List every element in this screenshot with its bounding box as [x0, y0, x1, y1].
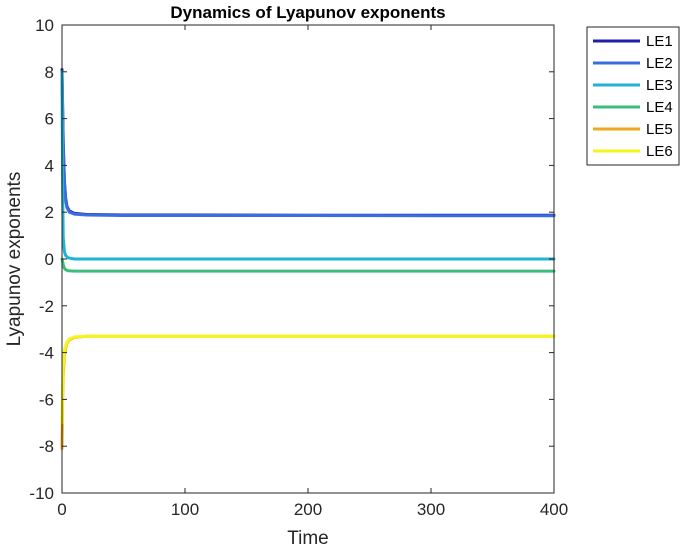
legend-label-le2: LE2 [646, 55, 673, 72]
legend-label-le6: LE6 [646, 143, 673, 160]
legend-box [586, 26, 680, 166]
y-tick-label: -8 [39, 437, 54, 456]
series-line-le4 [60, 257, 556, 273]
legend-label-le1: LE1 [646, 33, 673, 50]
legend-label-le3: LE3 [646, 77, 673, 94]
y-tick-label: 0 [45, 250, 54, 269]
y-axis-title: Lyapunov exponents [4, 172, 25, 347]
series-line-le1 [60, 67, 556, 217]
y-tick-label: -2 [39, 297, 54, 316]
x-tick-label: 100 [171, 500, 199, 519]
legend-items: LE1 LE2 LE3 LE4 LE5 LE6 [593, 33, 673, 160]
y-tick-label: -10 [29, 484, 54, 503]
y-tick-label: 10 [35, 16, 54, 35]
y-tick-label: -4 [39, 344, 54, 363]
y-tick-label: 6 [45, 110, 54, 129]
x-tick-label: 400 [540, 500, 568, 519]
series-line-le3 [60, 70, 556, 261]
y-tick-label: 8 [45, 63, 54, 82]
series-line-le2 [60, 70, 556, 218]
x-tick-label: 200 [294, 500, 322, 519]
y-tick-label: 4 [45, 156, 54, 175]
y-tick-label: -6 [39, 390, 54, 409]
legend: LE1 LE2 LE3 LE4 LE5 LE6 [586, 26, 680, 166]
y-tick-label: 2 [45, 203, 54, 222]
series-line-le5 [60, 334, 556, 451]
series-line-le6 [60, 334, 556, 425]
x-axis-title: Time [287, 528, 329, 548]
tick-layer: 0 100 200 300 400 -10 -8 -6 -4 -2 0 2 4 6 8 10 [29, 16, 568, 519]
legend-label-le5: LE5 [646, 121, 673, 138]
x-tick-label: 300 [417, 500, 445, 519]
legend-label-le4: LE4 [646, 99, 673, 116]
series-layer [60, 67, 556, 451]
chart-title: Dynamics of Lyapunov exponents [170, 3, 445, 22]
x-tick-label: 0 [57, 500, 66, 519]
